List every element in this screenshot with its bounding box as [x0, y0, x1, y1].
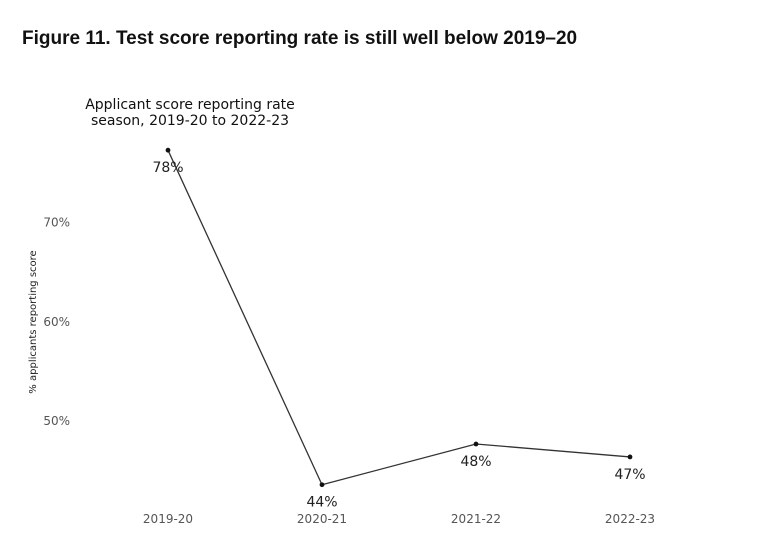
y-tick-label: 50% [43, 414, 70, 428]
data-label: 48% [460, 454, 491, 470]
data-label: 44% [306, 495, 337, 511]
data-label: 47% [614, 467, 645, 483]
y-axis-label: % applicants reporting score [28, 250, 39, 393]
series-line-group [167, 149, 631, 486]
x-tick-label: 2020-21 [297, 512, 347, 526]
x-axis-ticks: 2019-20 2020-21 2021-22 2022-23 [143, 512, 655, 526]
data-labels: 78% 44% 48% 47% [152, 160, 645, 511]
y-tick-label: 70% [43, 216, 70, 230]
data-point [473, 441, 479, 447]
data-point [165, 147, 171, 153]
data-point [319, 482, 325, 488]
x-tick-label: 2022-23 [605, 512, 655, 526]
data-point [627, 454, 633, 460]
x-tick-label: 2019-20 [143, 512, 193, 526]
y-tick-label: 60% [43, 315, 70, 329]
series-line [167, 149, 631, 486]
figure-title: Figure 11. Test score reporting rate is … [22, 28, 578, 49]
data-points [165, 147, 633, 488]
x-tick-label: 2021-22 [451, 512, 501, 526]
y-axis-ticks: 50% 60% 70% [43, 216, 70, 429]
data-label: 78% [152, 160, 183, 176]
chart-subtitle-line: Applicant score reporting rate [85, 97, 295, 113]
chart-subtitle-line: season, 2019-20 to 2022-23 [91, 113, 289, 129]
